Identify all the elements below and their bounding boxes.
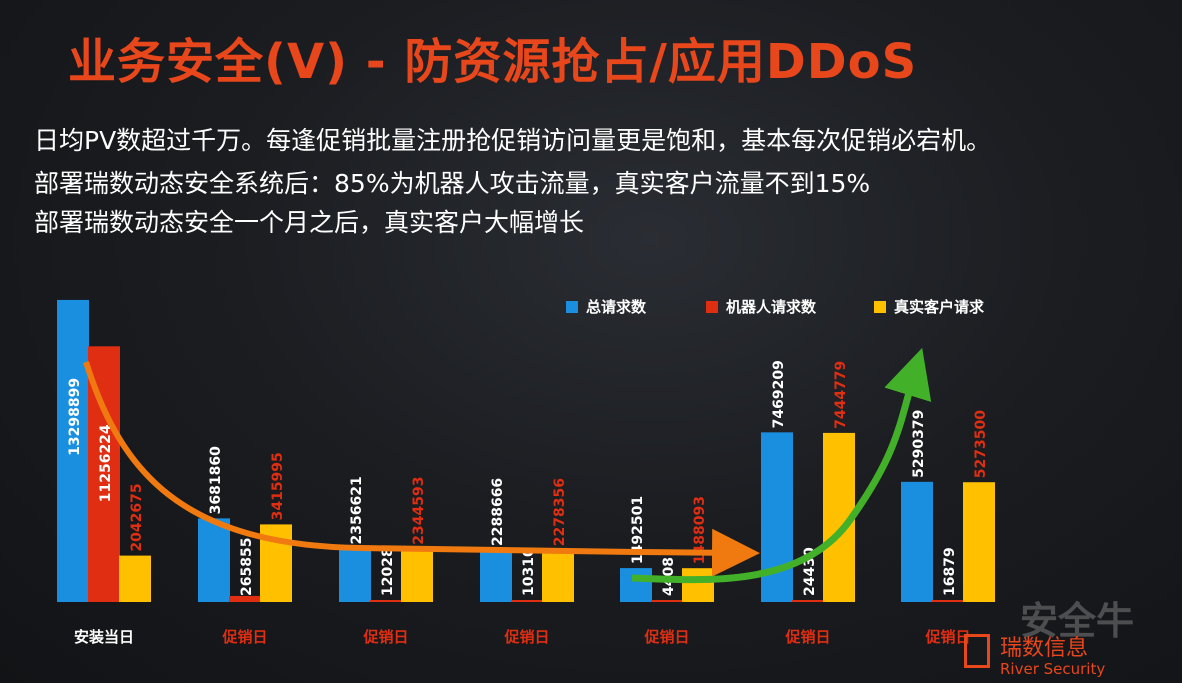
value-label-real-0: 2042675: [129, 483, 145, 551]
category-label-1: 促销日: [221, 628, 267, 646]
decline-trend-arrow: [83, 361, 760, 577]
bar-real-3: [542, 550, 574, 602]
value-label-bot-3: 10310: [521, 547, 537, 596]
bar-bot-2: [370, 600, 402, 602]
legend-real-label: 真实客户请求: [894, 298, 985, 316]
legend-total-label: 总请求数: [586, 298, 647, 316]
category-label-2: 促销日: [362, 628, 408, 646]
bar-real-6: [963, 482, 995, 602]
brand-watermark: 瑞数信息 River Security: [964, 630, 1106, 678]
value-label-real-5: 7444779: [833, 361, 849, 429]
value-label-real-6: 5273500: [973, 410, 989, 478]
bar-bot-4: [651, 600, 683, 602]
watermark-ghost: 安全牛: [1020, 599, 1135, 643]
legend-total: 总请求数: [566, 296, 646, 317]
category-label-3: 促销日: [503, 628, 549, 646]
bar-total-0: [57, 299, 89, 602]
value-label-bot-0: 11256224: [98, 424, 114, 502]
legend-real: 真实客户请求: [874, 296, 984, 317]
value-label-total-5: 7469209: [771, 360, 787, 428]
value-label-bot-1: 265855: [239, 538, 255, 596]
value-label-total-0: 13298899: [67, 378, 83, 456]
value-label-total-6: 5290379: [911, 410, 927, 478]
legend-bot: 机器人请求数: [706, 296, 816, 317]
category-label-6: 促销日: [924, 628, 970, 646]
value-label-total-2: 2356621: [349, 476, 365, 544]
legend-total-swatch: [566, 300, 578, 313]
value-label-real-1: 3415995: [270, 452, 286, 520]
bar-real-2: [401, 548, 433, 602]
growth-trend-arrow: [631, 347, 932, 584]
value-label-bot-2: 12028: [380, 547, 396, 596]
legend-bot-swatch: [706, 300, 718, 313]
bar-real-0: [119, 555, 151, 602]
bar-bot-6: [932, 600, 964, 602]
legend-bot-label: 机器人请求数: [726, 298, 817, 316]
value-label-total-4: 1492501: [630, 496, 646, 564]
value-label-real-4: 1488093: [692, 496, 708, 564]
legend-real-swatch: [874, 300, 886, 313]
value-label-total-1: 3681860: [208, 446, 224, 514]
bar-total-1: [198, 518, 230, 602]
bar-real-4: [682, 568, 714, 602]
summary-line-2: 部署瑞数动态安全系统后：85%为机器人攻击流量，真实客户流量不到15%: [34, 169, 871, 198]
bar-total-4: [620, 568, 652, 602]
brand-logo-icon: [964, 634, 990, 668]
bar-total-6: [901, 481, 933, 602]
value-label-bot-6: 16879: [942, 547, 958, 596]
bar-total-2: [339, 548, 371, 602]
bar-total-5: [761, 432, 793, 602]
value-label-total-3: 2288666: [490, 478, 506, 546]
bar-bot-1: [229, 595, 261, 602]
category-label-5: 促销日: [784, 628, 830, 646]
category-label-4: 促销日: [643, 628, 689, 646]
brand-name-en: River Security: [1000, 660, 1106, 678]
brand-name: 瑞数信息: [1000, 636, 1089, 661]
bar-total-3: [480, 550, 512, 602]
page-title: 业务安全(V) - 防资源抢占/应用DDoS: [68, 34, 918, 90]
bar-bot-5: [792, 600, 824, 602]
value-label-real-2: 2344593: [411, 477, 427, 545]
category-label-0: 安装当日: [74, 628, 134, 646]
summary-line-3: 部署瑞数动态安全一个月之后，真实客户大幅增长: [34, 208, 585, 237]
bar-bot-3: [511, 600, 543, 602]
value-label-real-3: 2278356: [552, 478, 568, 546]
summary-line-1: 日均PV数超过千万。每逢促销批量注册抢促销访问量更是饱和，基本每次促销必宕机。: [34, 126, 992, 155]
